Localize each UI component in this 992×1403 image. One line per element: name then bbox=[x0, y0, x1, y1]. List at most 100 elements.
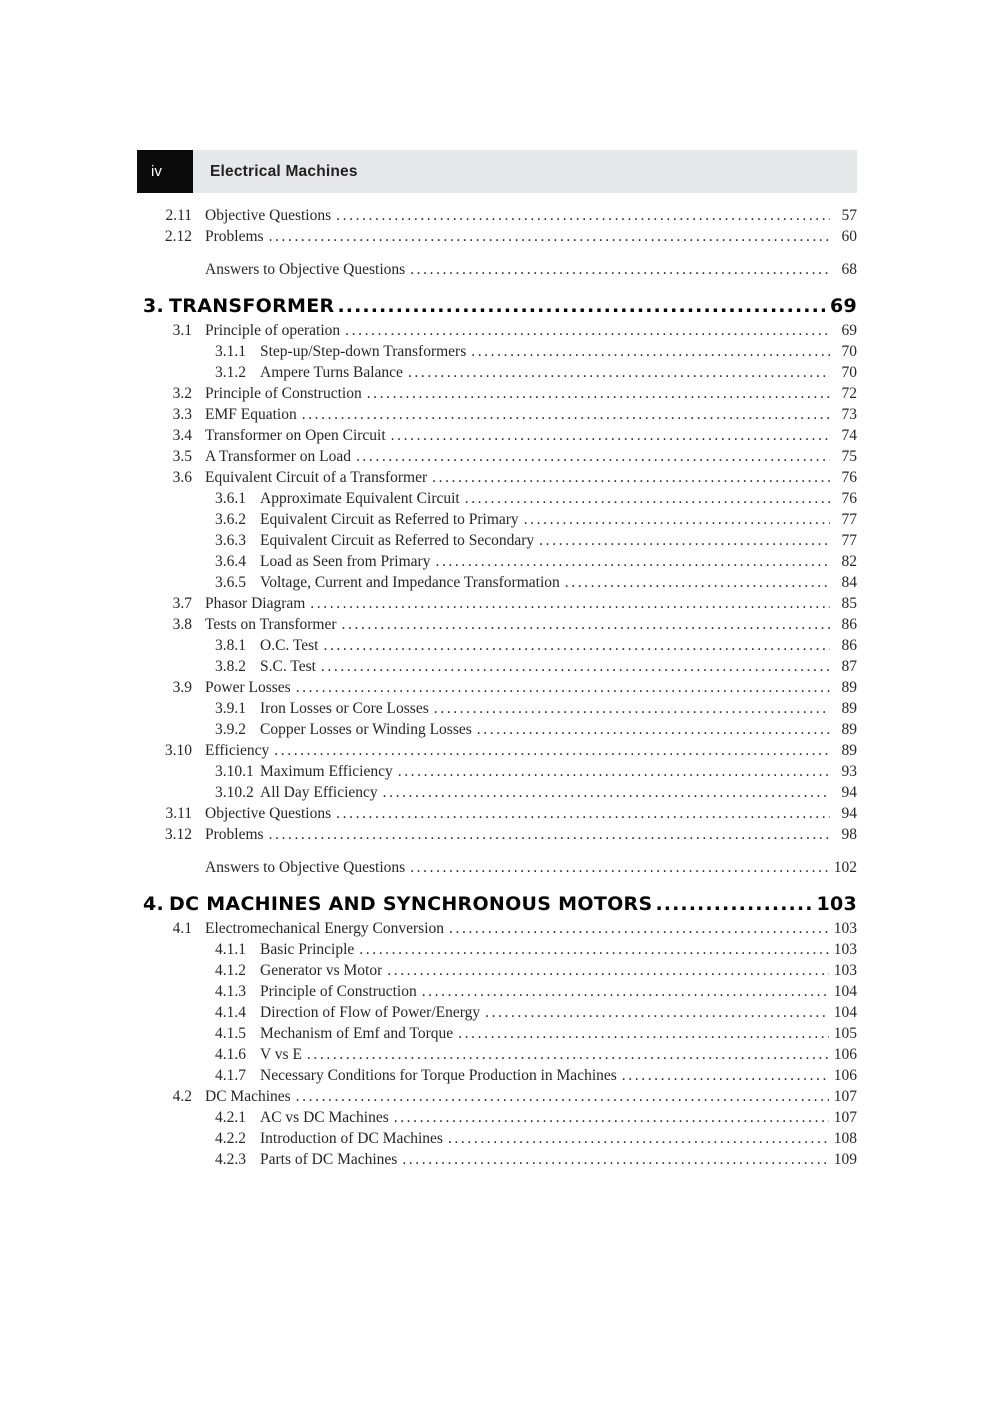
entry-number: 3.10.2 bbox=[215, 784, 254, 801]
toc-chapter-entry: 3.TRANSFORMER 69 bbox=[137, 292, 857, 320]
dot-leader bbox=[465, 488, 830, 509]
entry-number: 4.1.7 bbox=[215, 1067, 246, 1084]
entry-number: 3.6.3 bbox=[215, 532, 246, 549]
entry-title: DC MACHINES AND SYNCHRONOUS MOTORS bbox=[169, 893, 653, 915]
dot-leader bbox=[383, 782, 830, 803]
dot-leader bbox=[471, 341, 830, 362]
entry-number: 4.2.1 bbox=[215, 1109, 246, 1126]
entry-page: 86 bbox=[841, 637, 858, 654]
entry-number: 4.1.3 bbox=[215, 983, 246, 1000]
toc-entry: 3.9.1 Iron Losses or Core Losses 89 bbox=[137, 698, 857, 719]
dot-leader bbox=[422, 981, 829, 1002]
dot-leader bbox=[359, 939, 828, 960]
dot-leader bbox=[402, 1149, 828, 1170]
entry-page: 103 bbox=[816, 893, 857, 915]
dot-leader bbox=[655, 890, 811, 918]
dot-leader bbox=[477, 719, 830, 740]
toc-entry: 3.8.1 O.C. Test 86 bbox=[137, 635, 857, 656]
dot-leader bbox=[524, 509, 830, 530]
toc-entry: 4.1.4 Direction of Flow of Power/Energy 10… bbox=[137, 1002, 857, 1023]
entry-number: 3.5 bbox=[172, 448, 192, 465]
entry-title: Voltage, Current and Impedance Transform… bbox=[260, 574, 560, 591]
entry-page: 74 bbox=[841, 427, 858, 444]
entry-title: TRANSFORMER bbox=[169, 295, 335, 317]
entry-number: 3.6.5 bbox=[215, 574, 246, 591]
toc-entry: 4.2.1 AC vs DC Machines 107 bbox=[137, 1107, 857, 1128]
dot-leader bbox=[307, 1044, 829, 1065]
toc-entry: 4.1.6 V vs E 106 bbox=[137, 1044, 857, 1065]
toc-entry: 3.4 Transformer on Open Circuit 74 bbox=[137, 425, 857, 446]
page-number-box: iv bbox=[137, 150, 193, 193]
entry-page: 77 bbox=[841, 511, 858, 528]
toc-entry: Answers to Objective Questions 68 bbox=[137, 259, 857, 280]
toc-entry: 3.11 Objective Questions 94 bbox=[137, 803, 857, 824]
entry-page: 82 bbox=[841, 553, 858, 570]
entry-page: 69 bbox=[829, 295, 857, 317]
entry-number: 3.8 bbox=[172, 616, 192, 633]
dot-leader bbox=[410, 857, 829, 878]
dot-leader bbox=[345, 320, 830, 341]
book-title: Electrical Machines bbox=[210, 162, 358, 180]
entry-page: 89 bbox=[841, 742, 858, 759]
entry-title: Introduction of DC Machines bbox=[260, 1130, 443, 1147]
entry-page: 94 bbox=[841, 805, 858, 822]
toc-entry: 3.9 Power Losses 89 bbox=[137, 677, 857, 698]
entry-page: 85 bbox=[841, 595, 858, 612]
entry-number: 4.1.2 bbox=[215, 962, 246, 979]
entry-title: O.C. Test bbox=[260, 637, 319, 654]
dot-leader bbox=[336, 803, 830, 824]
toc-chapter-entry: 4.DC MACHINES AND SYNCHRONOUS MOTORS 103 bbox=[137, 890, 857, 918]
entry-number: 3.6.2 bbox=[215, 511, 246, 528]
entry-page: 103 bbox=[833, 920, 857, 937]
toc-entry: 3.1.1 Step-up/Step-down Transformers 70 bbox=[137, 341, 857, 362]
dot-leader bbox=[296, 1086, 829, 1107]
entry-page: 93 bbox=[841, 763, 858, 780]
entry-title: Necessary Conditions for Torque Producti… bbox=[260, 1067, 617, 1084]
entry-title: Efficiency bbox=[205, 742, 270, 759]
dot-leader bbox=[296, 677, 830, 698]
entry-number: 4.1.5 bbox=[215, 1025, 246, 1042]
entry-title: Approximate Equivalent Circuit bbox=[260, 490, 460, 507]
dot-leader bbox=[449, 918, 829, 939]
entry-number: 4.2.2 bbox=[215, 1130, 246, 1147]
toc-entry: 3.8.2 S.C. Test 87 bbox=[137, 656, 857, 677]
dot-leader bbox=[269, 226, 830, 247]
table-of-contents: 2.11 Objective Questions 57 2.12 Problems 60 A… bbox=[137, 205, 857, 1170]
entry-title: Basic Principle bbox=[260, 941, 355, 958]
entry-title: AC vs DC Machines bbox=[260, 1109, 389, 1126]
entry-page: 68 bbox=[841, 261, 858, 278]
toc-entry: Answers to Objective Questions 102 bbox=[137, 857, 857, 878]
entry-title: Principle of operation bbox=[205, 322, 341, 339]
entry-number: 3.2 bbox=[172, 385, 192, 402]
entry-title: Objective Questions bbox=[205, 207, 332, 224]
dot-leader bbox=[391, 425, 830, 446]
dot-leader bbox=[321, 656, 830, 677]
toc-entry: 3.9.2 Copper Losses or Winding Losses 89 bbox=[137, 719, 857, 740]
dot-leader bbox=[622, 1065, 829, 1086]
entry-number: 3.10 bbox=[164, 742, 192, 759]
toc-entry: 4.1 Electromechanical Energy Conversion 10… bbox=[137, 918, 857, 939]
entry-page: 70 bbox=[841, 343, 858, 360]
entry-number: 3.12 bbox=[164, 826, 192, 843]
toc-entry: 3.10.1 Maximum Efficiency 93 bbox=[137, 761, 857, 782]
toc-entry: 3.1.2 Ampere Turns Balance 70 bbox=[137, 362, 857, 383]
dot-leader bbox=[336, 205, 830, 226]
dot-leader bbox=[398, 761, 830, 782]
entry-page: 102 bbox=[833, 859, 857, 876]
toc-entry: 4.1.5 Mechanism of Emf and Torque 105 bbox=[137, 1023, 857, 1044]
toc-entry: 2.11 Objective Questions 57 bbox=[137, 205, 857, 226]
entry-number: 3.9.1 bbox=[215, 700, 246, 717]
dot-leader bbox=[310, 593, 830, 614]
entry-title: Power Losses bbox=[205, 679, 291, 696]
entry-page: 69 bbox=[841, 322, 858, 339]
entry-page: 106 bbox=[833, 1067, 857, 1084]
dot-leader bbox=[448, 1128, 829, 1149]
entry-page: 109 bbox=[833, 1151, 857, 1168]
entry-title: Principle of Construction bbox=[260, 983, 417, 1000]
entry-page: 89 bbox=[841, 700, 858, 717]
entry-number: 4.2.3 bbox=[215, 1151, 246, 1168]
entry-title: Answers to Objective Questions bbox=[205, 859, 406, 876]
entry-page: 104 bbox=[833, 1004, 857, 1021]
entry-page: 60 bbox=[841, 228, 858, 245]
dot-leader bbox=[342, 614, 830, 635]
